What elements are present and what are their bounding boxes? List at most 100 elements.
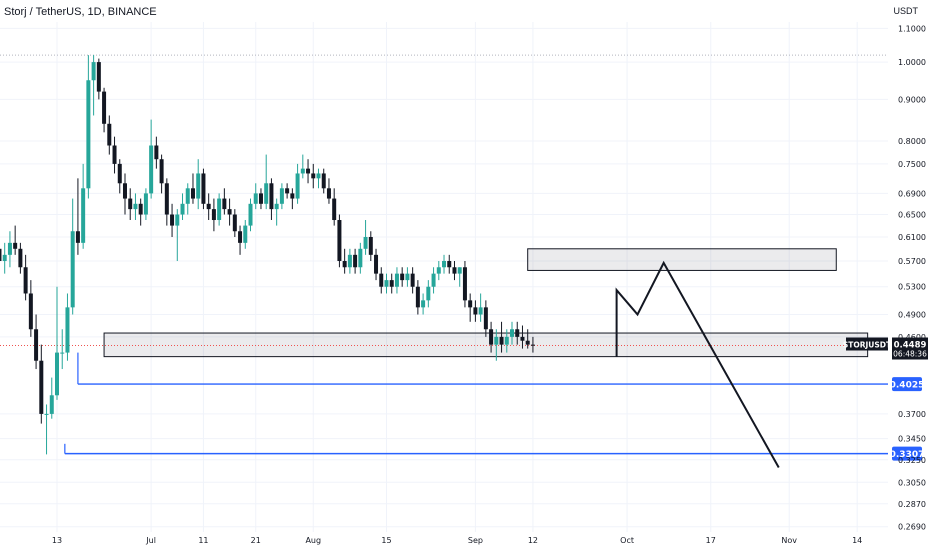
- candle-body: [65, 307, 70, 353]
- candle-body: [44, 413, 49, 415]
- candle-body: [499, 336, 504, 345]
- candle-body: [253, 193, 258, 204]
- y-tick-label: 0.3050: [898, 478, 926, 487]
- y-tick-label: 0.2690: [898, 523, 926, 532]
- candle-body: [457, 267, 462, 274]
- candle-body: [75, 231, 80, 243]
- candle-body: [494, 336, 499, 345]
- candle-body: [525, 340, 530, 345]
- candle-body: [164, 183, 169, 215]
- y-tick-label: 0.5300: [898, 283, 926, 292]
- candle-body: [347, 254, 352, 268]
- candle-body: [170, 214, 175, 226]
- candle-body: [452, 267, 457, 274]
- candle-body: [295, 173, 300, 199]
- candle-body: [415, 286, 420, 308]
- candle-body: [232, 214, 237, 232]
- x-tick-label: Jul: [145, 536, 156, 545]
- chart-title: Storj / TetherUS, 1D, BINANCE: [4, 6, 157, 18]
- y-tick-label: 1.0000: [898, 58, 926, 67]
- candle-body: [49, 395, 54, 414]
- x-tick-label: 21: [251, 536, 261, 545]
- candle-body: [23, 267, 28, 294]
- y-tick-label: 0.5700: [898, 257, 926, 266]
- y-tick-label: 0.6500: [898, 211, 926, 220]
- candle-body: [431, 273, 436, 287]
- candle-body: [7, 242, 12, 255]
- candle-body: [358, 248, 363, 268]
- candle-body: [389, 280, 394, 287]
- level-price-tag: [892, 446, 922, 461]
- projection-path: [615, 260, 780, 468]
- candle-body: [515, 329, 520, 337]
- candle-body: [447, 260, 452, 268]
- candle-body: [122, 183, 127, 199]
- x-tick-label: Oct: [620, 536, 634, 545]
- candle-body: [138, 203, 143, 215]
- current-price-label: 0.4489: [894, 341, 927, 351]
- candle-body: [410, 273, 415, 287]
- candle-body: [353, 254, 358, 268]
- candle-body: [211, 209, 216, 221]
- candle-body: [400, 273, 405, 281]
- candle-body: [274, 203, 279, 210]
- y-tick-label: 0.6100: [898, 233, 926, 242]
- current-price-tag: [892, 337, 928, 360]
- candle-body: [306, 168, 311, 174]
- candle-body: [342, 260, 347, 268]
- candle-body: [321, 173, 326, 189]
- candle-body: [337, 220, 342, 261]
- candle-body: [128, 198, 133, 210]
- candle-body: [504, 336, 509, 345]
- candle-body: [462, 267, 467, 301]
- candle-body: [279, 188, 284, 204]
- candle-body: [442, 260, 447, 268]
- candle-body: [107, 123, 112, 146]
- candle-body: [18, 248, 23, 268]
- y-tick-label: 0.4900: [898, 311, 926, 320]
- candle-body: [149, 145, 154, 194]
- level-price-tag: [892, 377, 922, 392]
- candle-body: [243, 225, 248, 243]
- candle-body: [374, 254, 379, 274]
- candle-body: [159, 159, 164, 184]
- candle-body: [28, 293, 33, 330]
- candle-body: [290, 193, 295, 199]
- symbol-label: STORJUSDT: [843, 341, 892, 350]
- y-tick-label: 0.8000: [898, 137, 926, 146]
- candle-body: [185, 188, 190, 204]
- candle-body: [483, 307, 488, 330]
- candle-body: [70, 231, 75, 308]
- candle-body: [117, 163, 122, 184]
- candle-body: [436, 267, 441, 274]
- y-tick-label: 0.3700: [898, 410, 926, 419]
- x-tick-label: Nov: [781, 536, 797, 545]
- candle-body: [13, 242, 18, 249]
- candle-body: [248, 203, 253, 226]
- candle-body: [405, 273, 410, 281]
- candle-body: [196, 173, 201, 199]
- candle-body: [55, 352, 59, 396]
- candle-body: [473, 307, 478, 315]
- candle-body: [468, 300, 473, 308]
- candle-body: [426, 286, 431, 301]
- y-tick-label: 0.3450: [898, 435, 926, 444]
- y-tick-label: 0.9000: [898, 95, 926, 104]
- candle-body: [394, 273, 399, 287]
- candle-body: [238, 231, 243, 243]
- candle-body: [384, 280, 389, 287]
- candle-body: [520, 336, 525, 341]
- candle-body: [96, 62, 101, 92]
- candle-body: [316, 173, 321, 179]
- candle-body: [143, 193, 148, 215]
- x-tick-label: 17: [706, 536, 716, 545]
- candle-body: [175, 214, 180, 226]
- candle-body: [112, 145, 117, 164]
- candle-body: [363, 236, 368, 249]
- candle-body: [311, 173, 316, 179]
- level-price-label: 0.4025: [890, 381, 925, 391]
- candle-body: [227, 209, 232, 215]
- candle-body: [421, 300, 426, 308]
- y-tick-label: 0.3250: [898, 456, 926, 465]
